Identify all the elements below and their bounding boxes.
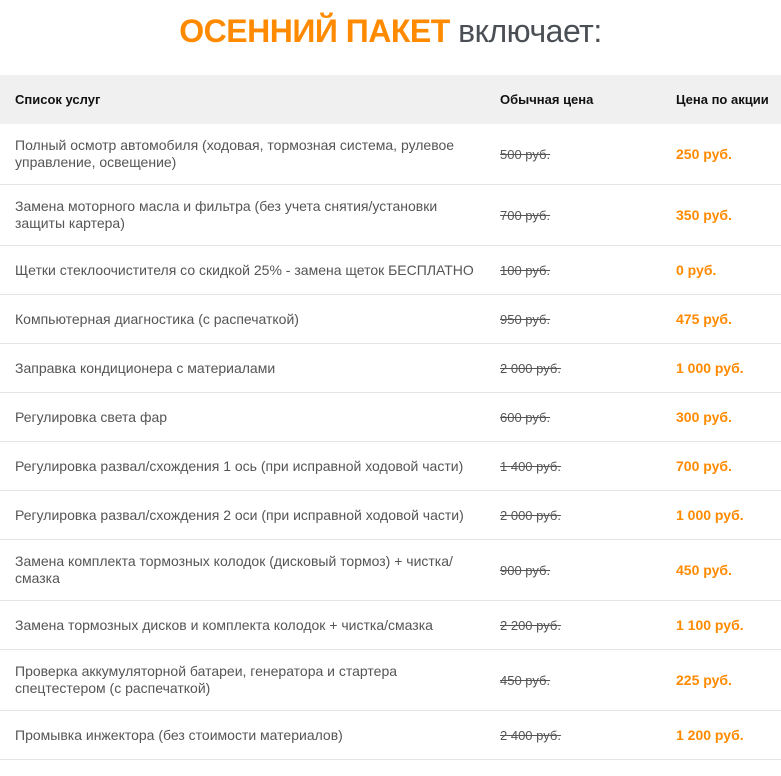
promo-price-cell: 450 руб.	[676, 539, 781, 601]
service-cell: Регулировка света фар	[0, 392, 500, 442]
service-name: Замена тормозных дисков и комплекта коло…	[15, 616, 433, 633]
service-name: Регулировка развал/схождения 2 оси (при …	[15, 506, 464, 523]
regular-price-cell: 950 руб.	[500, 294, 676, 344]
promo-price-cell: 225 руб.	[676, 649, 781, 711]
table-row: Заправка кондиционера с материалами 2 00…	[0, 343, 781, 393]
promo-price: 450 руб.	[676, 561, 732, 578]
service-cell: Замена комплекта тормозных колодок (диск…	[0, 539, 500, 601]
promo-price: 1 000 руб.	[676, 359, 744, 376]
regular-price-cell: 450 руб.	[500, 649, 676, 711]
promo-price-cell: 1 200 руб.	[676, 710, 781, 760]
service-cell: Компьютерная диагностика (с распечаткой)	[0, 294, 500, 344]
table-row: Компьютерная диагностика (с распечаткой)…	[0, 294, 781, 344]
regular-price-cell: 1 400 руб.	[500, 441, 676, 491]
regular-price-cell: 100 руб.	[500, 245, 676, 295]
regular-price: 500 руб.	[500, 146, 551, 162]
promo-price: 475 руб.	[676, 310, 732, 327]
header-services: Список услуг	[0, 75, 500, 124]
table-row: Замена комплекта тормозных колодок (диск…	[0, 539, 781, 601]
promo-price: 700 руб.	[676, 457, 732, 474]
regular-price-cell: 2 400 руб.	[500, 710, 676, 760]
table-row: Полный осмотр автомобиля (ходовая, тормо…	[0, 124, 781, 185]
promo-price-cell: 250 руб.	[676, 124, 781, 185]
service-name: Регулировка развал/схождения 1 ось (при …	[15, 457, 464, 474]
service-cell: Промывка инжектора (без стоимости матери…	[0, 710, 500, 760]
regular-price-cell: 2 000 руб.	[500, 490, 676, 540]
service-cell: Полный осмотр автомобиля (ходовая, тормо…	[0, 124, 500, 185]
promo-price: 1 000 руб.	[676, 506, 744, 523]
promo-price-cell: 700 руб.	[676, 441, 781, 491]
service-cell: Замена моторного масла и фильтра (без уч…	[0, 184, 500, 246]
service-name: Проверка аккумуляторной батареи, генерат…	[15, 663, 398, 696]
header-promo-price: Цена по акции	[676, 75, 781, 124]
table-row: Щетки стеклоочистителя со скидкой 25% - …	[0, 245, 781, 295]
table-header: Список услуг Обычная цена Цена по акции	[0, 75, 781, 124]
service-cell: Проверка аккумуляторной батареи, генерат…	[0, 649, 500, 711]
regular-price-cell: 2 200 руб.	[500, 600, 676, 650]
table-row: Регулировка света фар 600 руб. 300 руб.	[0, 392, 781, 442]
regular-price-cell: 900 руб.	[500, 539, 676, 601]
service-name: Компьютерная диагностика (с распечаткой)	[15, 310, 299, 327]
table-row: Проверка аккумуляторной батареи, генерат…	[0, 649, 781, 711]
regular-price: 2 000 руб.	[500, 507, 561, 523]
regular-price: 900 руб.	[500, 562, 551, 578]
service-name: Щетки стеклоочистителя со скидкой 25% - …	[15, 261, 474, 278]
promo-price: 225 руб.	[676, 671, 732, 688]
regular-price: 1 400 руб.	[500, 458, 561, 474]
regular-price: 450 руб.	[500, 672, 551, 688]
regular-price-cell: 700 руб.	[500, 184, 676, 246]
regular-price: 700 руб.	[500, 207, 551, 223]
regular-price-cell: 500 руб.	[500, 124, 676, 185]
service-cell: Регулировка развал/схождения 2 оси (при …	[0, 490, 500, 540]
promo-price: 350 руб.	[676, 206, 732, 223]
regular-price: 950 руб.	[500, 311, 551, 327]
service-name: Заправка кондиционера с материалами	[15, 359, 276, 376]
promo-price-cell: 0 руб.	[676, 245, 781, 295]
service-name: Замена моторного масла и фильтра (без уч…	[15, 198, 438, 231]
service-cell: Щетки стеклоочистителя со скидкой 25% - …	[0, 245, 500, 295]
promo-price: 1 100 руб.	[676, 616, 744, 633]
regular-price: 100 руб.	[500, 262, 551, 278]
table-row: Промывка инжектора (без стоимости матери…	[0, 710, 781, 760]
table-row: Замена моторного масла и фильтра (без уч…	[0, 184, 781, 246]
table-row: Замена тормозных дисков и комплекта коло…	[0, 600, 781, 650]
service-name: Регулировка света фар	[15, 408, 168, 425]
regular-price-cell: 600 руб.	[500, 392, 676, 442]
service-name: Промывка инжектора (без стоимости матери…	[15, 726, 343, 743]
regular-price: 2 200 руб.	[500, 617, 561, 633]
promo-price: 0 руб.	[676, 261, 717, 278]
service-cell: Заправка кондиционера с материалами	[0, 343, 500, 393]
promo-price: 1 200 руб.	[676, 726, 744, 743]
regular-price: 2 400 руб.	[500, 727, 561, 743]
regular-price: 600 руб.	[500, 409, 551, 425]
regular-price: 2 000 руб.	[500, 360, 561, 376]
title-rest: включает:	[449, 13, 602, 49]
promo-price-cell: 1 000 руб.	[676, 343, 781, 393]
table-row: Регулировка развал/схождения 2 оси (при …	[0, 490, 781, 540]
table-row: Регулировка развал/схождения 1 ось (при …	[0, 441, 781, 491]
promo-price-cell: 350 руб.	[676, 184, 781, 246]
promo-price-cell: 1 100 руб.	[676, 600, 781, 650]
service-name: Замена комплекта тормозных колодок (диск…	[15, 553, 453, 586]
title-accent: ОСЕННИЙ ПАКЕТ	[179, 13, 450, 49]
service-name: Полный осмотр автомобиля (ходовая, тормо…	[15, 137, 455, 170]
service-cell: Регулировка развал/схождения 1 ось (при …	[0, 441, 500, 491]
page-title: ОСЕННИЙ ПАКЕТ включает:	[0, 0, 781, 75]
promo-price-cell: 1 000 руб.	[676, 490, 781, 540]
regular-price-cell: 2 000 руб.	[500, 343, 676, 393]
promo-price: 250 руб.	[676, 145, 732, 162]
promo-price: 300 руб.	[676, 408, 732, 425]
header-regular-price: Обычная цена	[500, 75, 676, 124]
price-table: Список услуг Обычная цена Цена по акции …	[0, 75, 781, 760]
promo-price-cell: 300 руб.	[676, 392, 781, 442]
service-cell: Замена тормозных дисков и комплекта коло…	[0, 600, 500, 650]
promo-price-cell: 475 руб.	[676, 294, 781, 344]
